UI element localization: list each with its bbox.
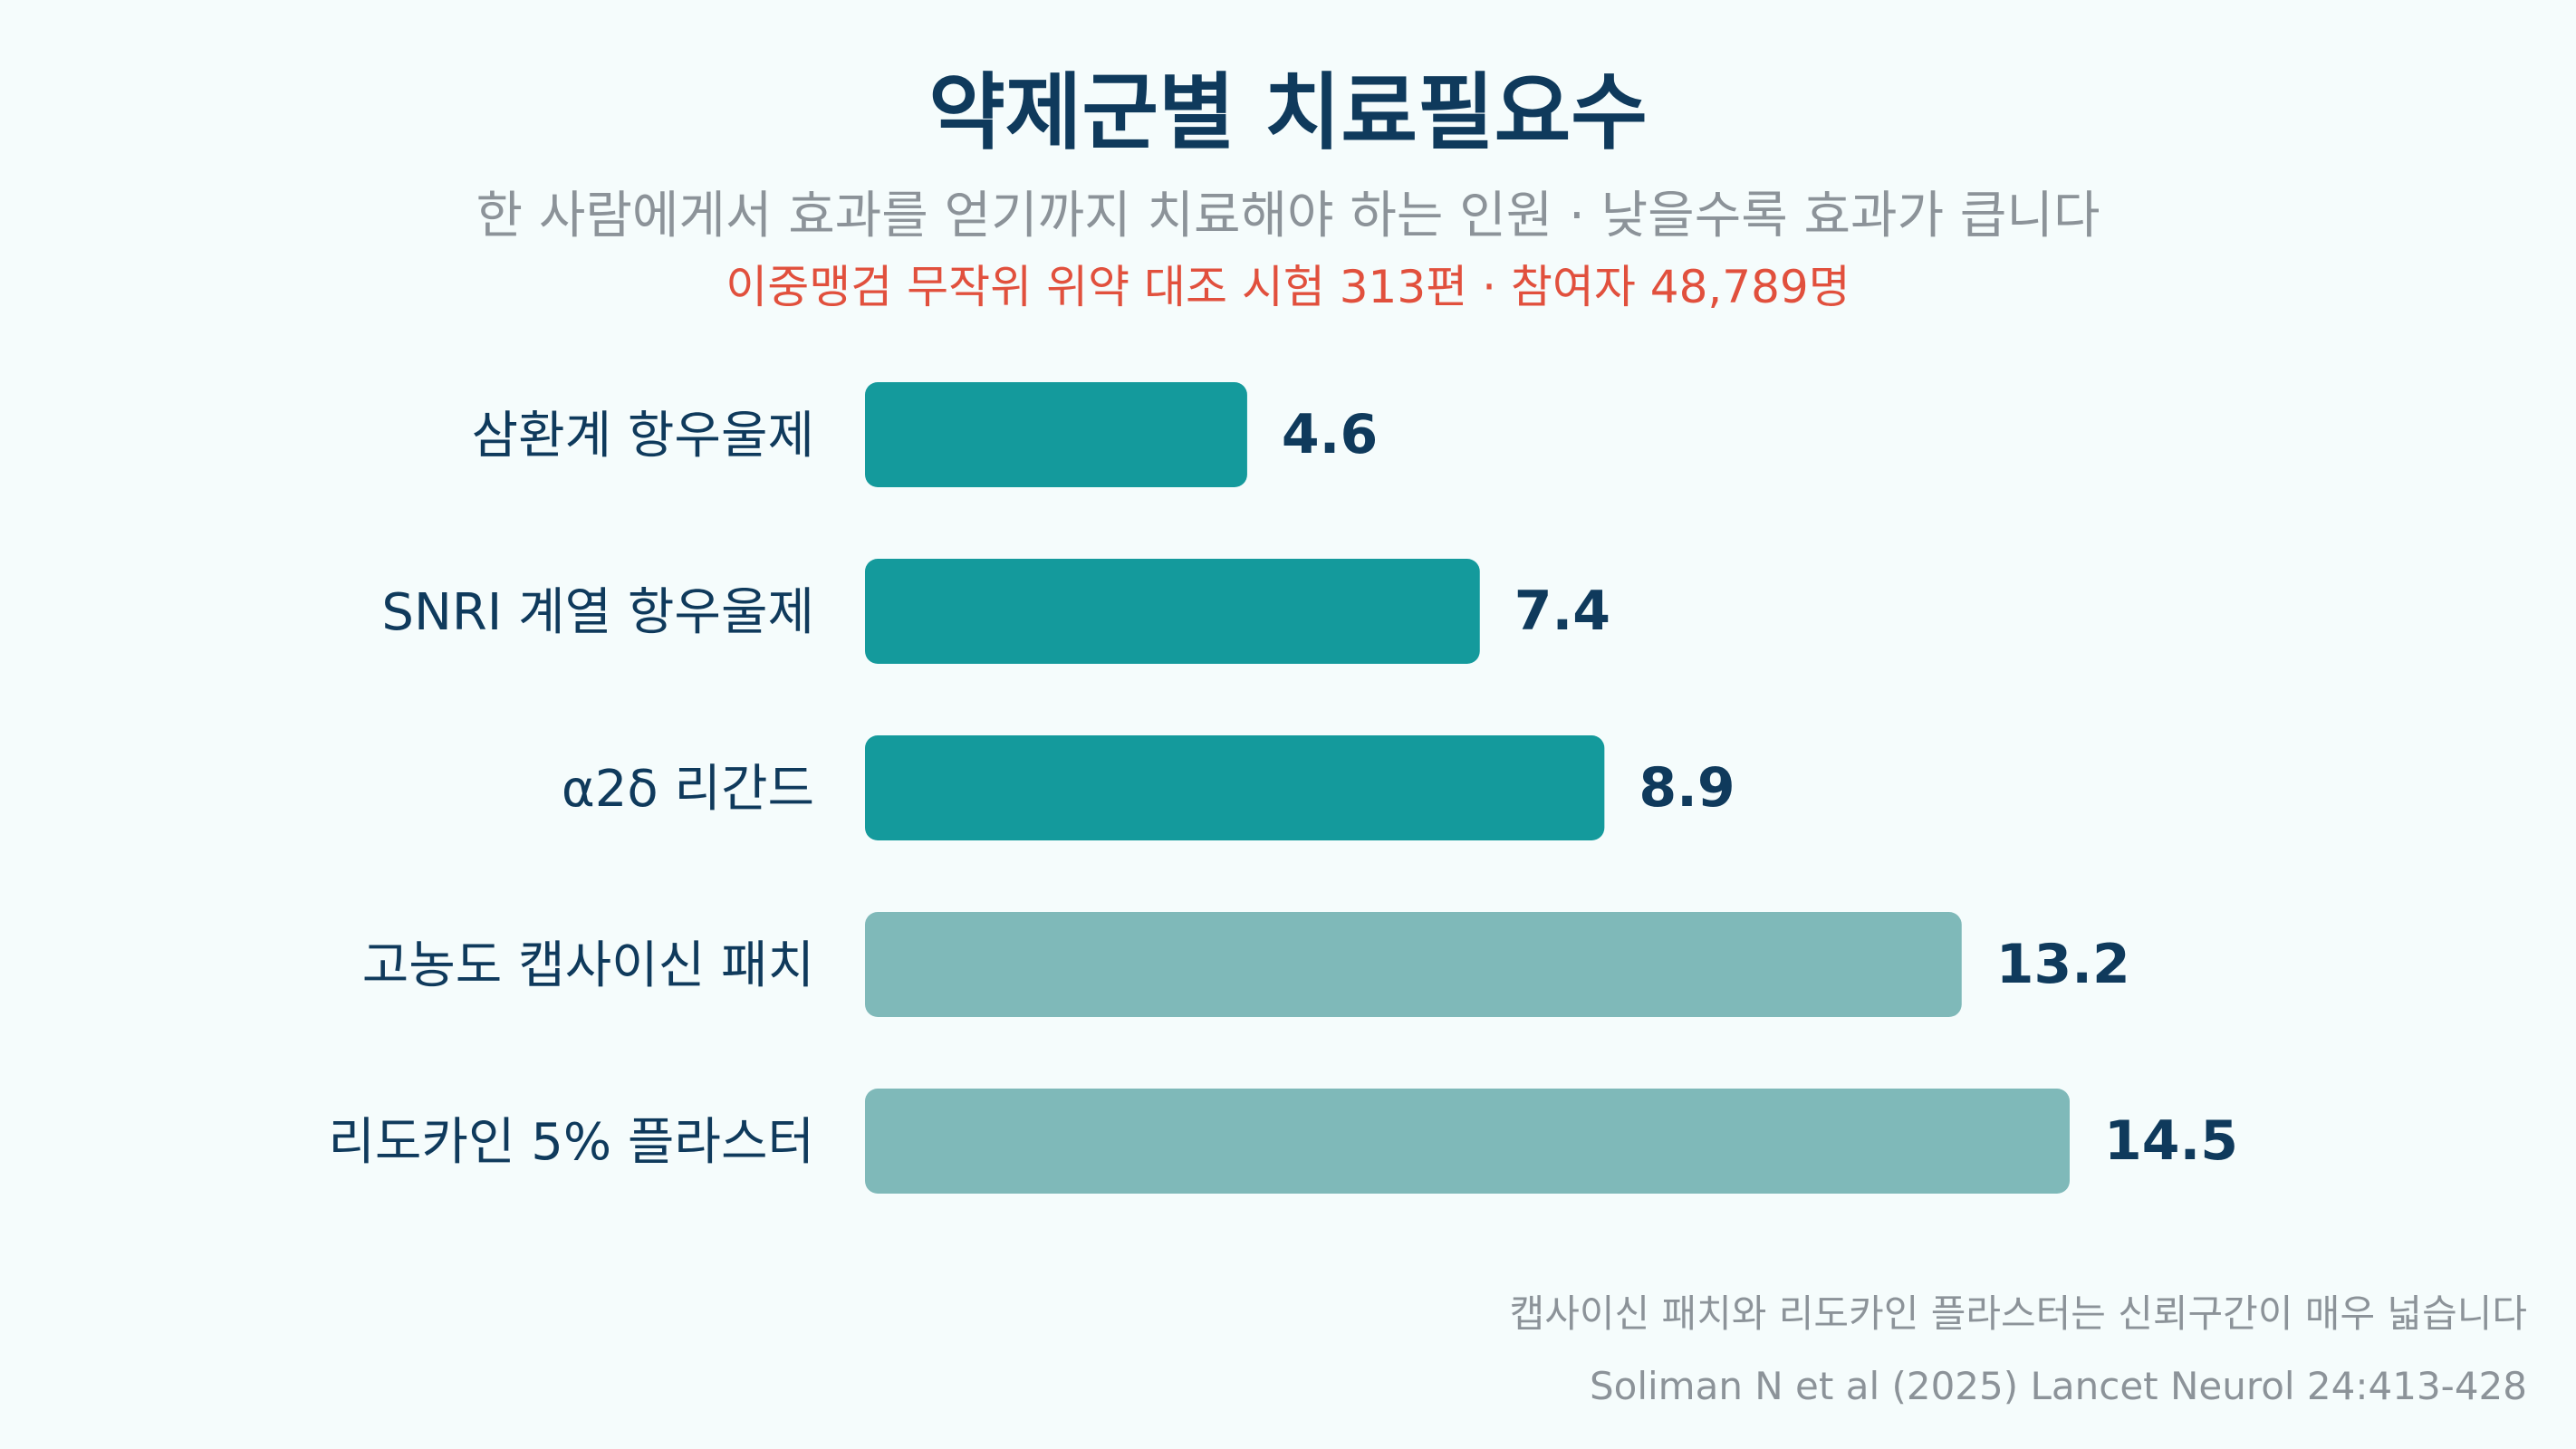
bar <box>865 912 1962 1017</box>
category-label: 리도카인 5% 플라스터 <box>328 1113 814 1172</box>
value-label: 7.4 <box>1514 580 1610 643</box>
value-label: 13.2 <box>1996 933 2130 996</box>
bar <box>865 735 1605 840</box>
value-label: 4.6 <box>1282 403 1378 466</box>
category-label: α2δ 리간드 <box>562 760 814 819</box>
chart-subtitle: 한 사람에게서 효과를 얻기까지 치료해야 하는 인원 · 낮을수록 효과가 큽… <box>476 187 2100 245</box>
footnote: 캡사이신 패치와 리도카인 플라스터는 신뢰구간이 매우 넓습니다 <box>1509 1291 2527 1336</box>
bar <box>865 382 1247 487</box>
category-label: 고농도 캡사이신 패치 <box>362 936 814 995</box>
bar <box>865 559 1480 664</box>
category-label: 삼환계 항우울제 <box>472 407 814 465</box>
value-label: 14.5 <box>2104 1109 2238 1173</box>
study-summary: 이중맹검 무작위 위약 대조 시험 313편 · 참여자 48,789명 <box>726 261 1850 313</box>
bar <box>865 1089 2070 1194</box>
category-label: SNRI 계열 항우울제 <box>381 583 814 642</box>
chart-title: 약제군별 치료필요수 <box>928 64 1648 161</box>
source-citation: Soliman N et al (2025) Lancet Neurol 24:… <box>1589 1364 2527 1408</box>
value-label: 8.9 <box>1639 756 1735 820</box>
